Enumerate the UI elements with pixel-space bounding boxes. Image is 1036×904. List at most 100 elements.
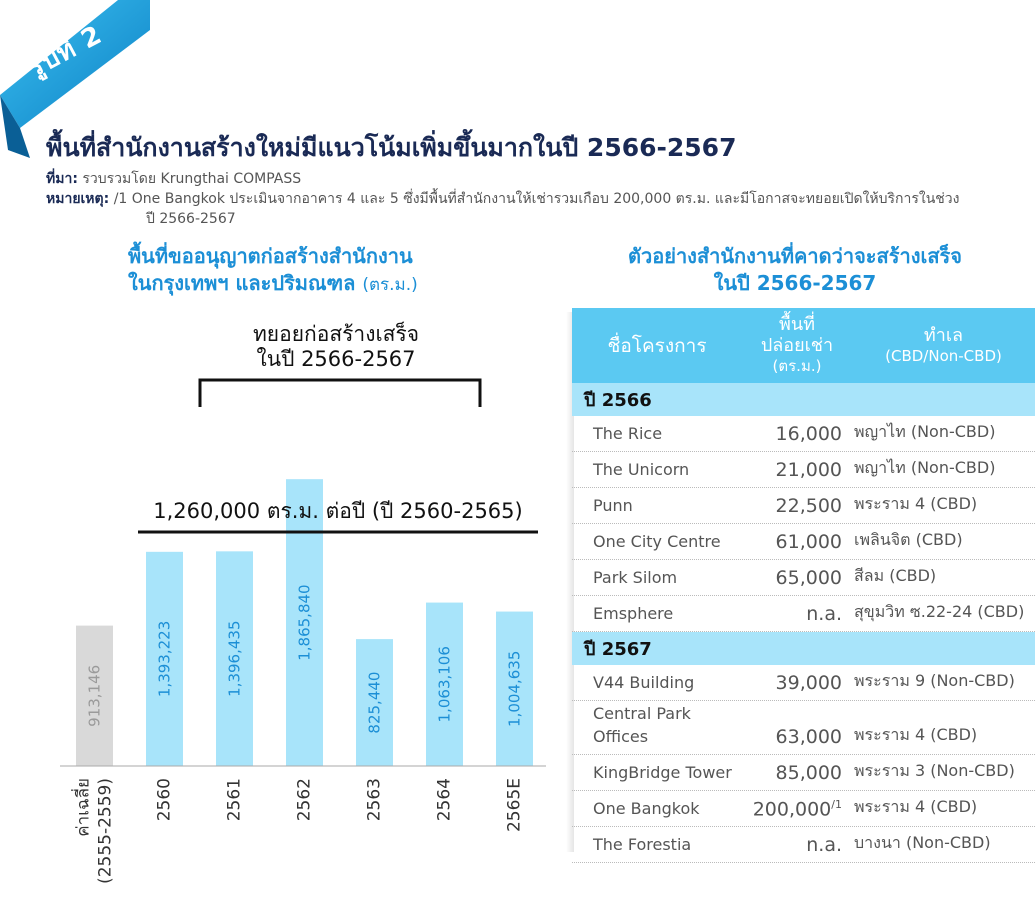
bar <box>356 639 393 766</box>
cell-location: พระราม 4 (CBD) <box>854 725 978 744</box>
cell-location: สุขุมวิท ซ.22-24 (CBD) <box>854 602 1025 621</box>
cell-area: 22,500 <box>775 495 842 517</box>
year-row: ปี 2567 <box>572 632 1035 665</box>
source-text: รวบรวมโดย Krungthai COMPASS <box>82 171 302 187</box>
chart-title: พื้นที่ขออนุญาตก่อสร้างสำนักงาน ในกรุงเท… <box>128 243 488 299</box>
chart-title-line2: ในกรุงเทพฯ และปริมณฑล <box>128 271 356 295</box>
table-body: ปี 2566 The Rice 16,000 พญาไท (Non-CBD) The … <box>572 383 1035 863</box>
table-heading-line2: ในปี 2566-2567 <box>713 271 877 295</box>
x-tick-label: ค่าเฉลี่ย <box>71 778 94 837</box>
cell-location: พญาไท (Non-CBD) <box>854 422 996 441</box>
bar-value-label: 1,004,635 <box>506 651 524 727</box>
cell-name: The Forestia <box>593 835 692 854</box>
table-heading-line1: ตัวอย่างสำนักงานที่คาดว่าจะสร้างเสร็จ <box>628 244 962 268</box>
table-row: The Unicorn 21,000 พญาไท (Non-CBD) <box>572 452 1035 488</box>
chart-title-unit: (ตร.ม.) <box>362 275 418 295</box>
cell-location: สีลม (CBD) <box>854 566 937 585</box>
figure-ribbon <box>0 0 150 158</box>
cell-location: พญาไท (Non-CBD) <box>854 458 996 477</box>
x-tick-label: (2555-2559) <box>96 778 116 884</box>
bracket-label-line2: ในปี 2566-2567 <box>256 347 415 371</box>
header-location: ทำเล (CBD/Non-CBD) <box>852 325 1035 367</box>
cell-name: Emsphere <box>593 604 674 623</box>
header-location-title: ทำเล <box>923 324 964 346</box>
bar-chart: 913,146 ค่าเฉลี่ย (2555-2559) 1,393,223 2560… <box>60 320 546 884</box>
x-tick-label: 2560 <box>155 778 175 821</box>
cell-area: n.a. <box>806 834 842 856</box>
note-label: หมายเหตุ: <box>46 191 110 207</box>
cell-name: The Unicorn <box>593 460 690 479</box>
bar-value-label: 1,393,223 <box>156 621 174 697</box>
bar-value-label: 1,396,435 <box>226 620 244 696</box>
table-row: One Bangkok 200,000/1 พระราม 4 (CBD) <box>572 791 1035 827</box>
bar <box>216 551 253 766</box>
cell-name: Park Silom <box>593 568 678 587</box>
cell-location: พระราม 9 (Non-CBD) <box>854 671 1015 690</box>
table-row: KingBridge Tower 85,000 พระราม 3 (Non-CBD) <box>572 755 1035 791</box>
bar <box>496 611 533 766</box>
x-tick-label: 2561 <box>225 778 245 821</box>
table-heading: ตัวอย่างสำนักงานที่คาดว่าจะสร้างเสร็จ ใน… <box>575 243 1015 297</box>
table-row: The Forestia n.a. บางนา (Non-CBD) <box>572 827 1035 863</box>
cell-name: One Bangkok <box>593 799 700 818</box>
table-row: Emsphere n.a. สุขุมวิท ซ.22-24 (CBD) <box>572 596 1035 632</box>
cell-location: พระราม 3 (Non-CBD) <box>854 761 1015 780</box>
cell-name: Punn <box>593 496 633 515</box>
office-table: ชื่อโครงการ พื้นที่ ปล่อยเช่า (ตร.ม.) ทำ… <box>572 308 1035 863</box>
cell-name: V44 Building <box>593 673 695 692</box>
header-area: พื้นที่ ปล่อยเช่า (ตร.ม.) <box>742 314 852 377</box>
note-line: หมายเหตุ: /1 One Bangkok ประเมินจากอาคาร… <box>46 188 960 210</box>
cell-area: 63,000 <box>775 726 842 748</box>
header-area-line1: พื้นที่ <box>778 314 816 335</box>
cell-name: Central Park Offices <box>593 704 691 746</box>
table-row: V44 Building 39,000 พระราม 9 (Non-CBD) <box>572 665 1035 701</box>
table-shadow <box>566 312 574 852</box>
bar <box>76 625 113 766</box>
header-area-line2: ปล่อยเช่า <box>760 335 834 356</box>
cell-name: One City Centre <box>593 532 721 551</box>
bar <box>286 479 323 766</box>
reference-line-label: 1,260,000 ตร.ม. ต่อปี (ปี 2560-2565) <box>153 499 522 523</box>
header-area-unit: (ตร.ม.) <box>772 357 822 375</box>
cell-area: 16,000 <box>775 423 842 445</box>
cell-area: n.a. <box>806 603 842 625</box>
table-row: Central Park Offices 63,000 พระราม 4 (CBD) <box>572 701 1035 755</box>
bracket-label-line1: ทยอยก่อสร้างเสร็จ <box>253 320 419 346</box>
x-tick-label: 2562 <box>295 778 315 821</box>
cell-area: 65,000 <box>775 567 842 589</box>
cell-area: 61,000 <box>775 531 842 553</box>
x-tick-label: 2565E <box>505 778 525 832</box>
table-row: One City Centre 61,000 เพลินจิต (CBD) <box>572 524 1035 560</box>
bar-value-label: 1,063,106 <box>436 646 454 722</box>
year-row: ปี 2566 <box>572 383 1035 416</box>
bar-value-label: 1,865,840 <box>296 584 314 660</box>
cell-location: พระราม 4 (CBD) <box>854 797 978 816</box>
area-footnote: /1 <box>831 797 842 811</box>
bar-value-label: 913,146 <box>86 665 104 727</box>
source-label: ที่มา: <box>46 171 78 187</box>
header-location-sub: (CBD/Non-CBD) <box>885 346 1002 365</box>
cell-location: เพลินจิต (CBD) <box>854 530 963 549</box>
chart-title-line1: พื้นที่ขออนุญาตก่อสร้างสำนักงาน <box>128 244 413 268</box>
cell-area: 200,000/1 <box>752 797 842 820</box>
note-text: /1 One Bangkok ประเมินจากอาคาร 4 และ 5 ซ… <box>113 191 960 207</box>
bar <box>426 602 463 766</box>
x-tick-label: 2563 <box>365 778 385 821</box>
table-row: The Rice 16,000 พญาไท (Non-CBD) <box>572 416 1035 452</box>
source-line: ที่มา: รวบรวมโดย Krungthai COMPASS <box>46 168 301 190</box>
cell-location: พระราม 4 (CBD) <box>854 494 978 513</box>
bracket <box>198 378 482 407</box>
table-row: Park Silom 65,000 สีลม (CBD) <box>572 560 1035 596</box>
x-tick-label: 2564 <box>435 778 455 821</box>
cell-area: 85,000 <box>775 762 842 784</box>
header-name: ชื่อโครงการ <box>607 334 707 357</box>
page-title: พื้นที่สำนักงานสร้างใหม่มีแนวโน้มเพิ่มขึ… <box>46 133 737 162</box>
bar-value-label: 825,440 <box>366 672 384 734</box>
table-header: ชื่อโครงการ พื้นที่ ปล่อยเช่า (ตร.ม.) ทำ… <box>572 308 1035 383</box>
cell-area: 39,000 <box>775 672 842 694</box>
cell-location: บางนา (Non-CBD) <box>854 833 991 852</box>
note-text-continued: ปี 2566-2567 <box>146 211 236 227</box>
table-row: Punn 22,500 พระราม 4 (CBD) <box>572 488 1035 524</box>
cell-area: 21,000 <box>775 459 842 481</box>
bar <box>146 551 183 766</box>
